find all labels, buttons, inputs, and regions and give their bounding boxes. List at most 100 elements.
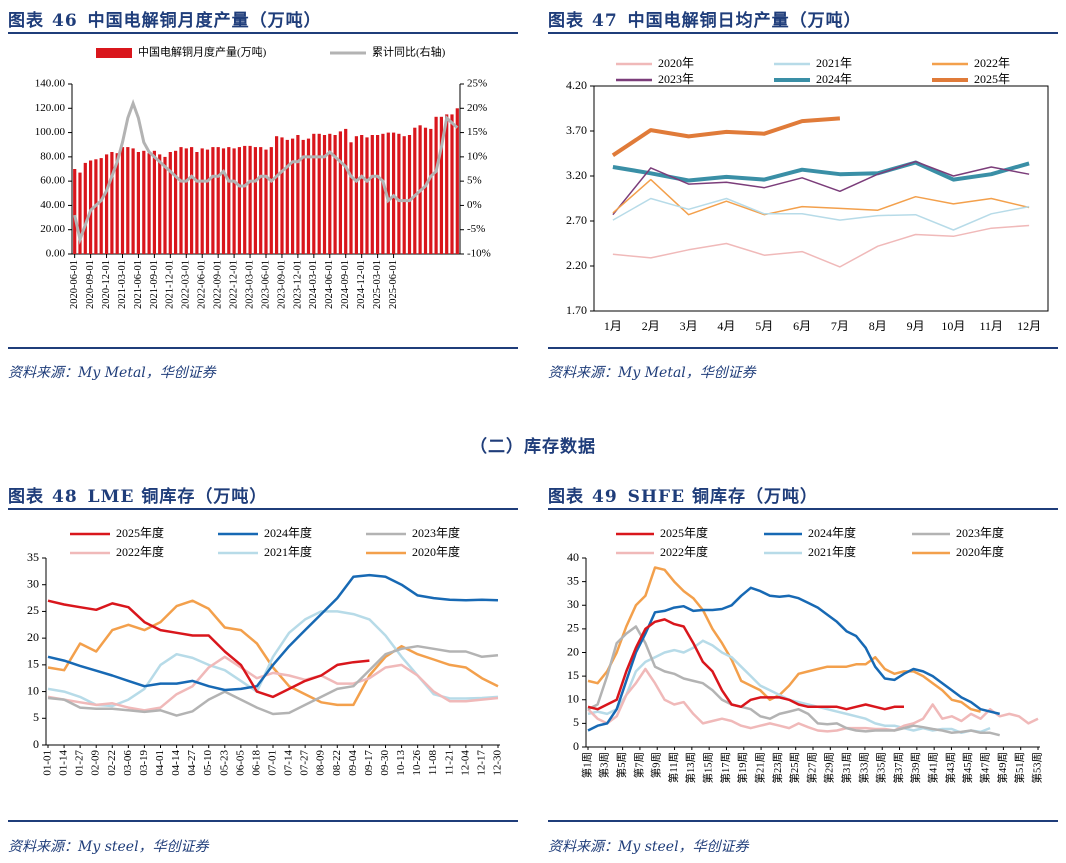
x-tick-label: 07-14	[283, 750, 295, 776]
production-bar	[312, 133, 316, 254]
x-tick-label: 第1周	[580, 752, 593, 778]
x-tick-label: 第9周	[650, 752, 663, 778]
x-tick-label: 第33周	[857, 752, 870, 784]
x-tick-label: 08-09	[315, 749, 327, 775]
x-tick-label: 06-05	[234, 750, 246, 776]
yoy-line	[73, 99, 459, 245]
x-tick-label: 第11周	[667, 752, 680, 783]
production-bar	[301, 139, 305, 254]
x-tick-label: 2020-09-01	[85, 260, 96, 309]
x-tick-label: 11-21	[443, 750, 455, 775]
production-bar	[126, 147, 130, 254]
monthly-output-chart: 中国电解铜月度产量(万吨) 累计同比(右轴) 0.00 20.00 40.00 60.00…	[35, 45, 491, 310]
production-bar	[386, 132, 390, 254]
production-bar	[179, 147, 183, 254]
production-bar	[73, 169, 77, 254]
production-bar	[264, 149, 268, 254]
y-tick-label: 15	[27, 657, 39, 671]
x-tick-label: 第45周	[961, 752, 974, 784]
y-tick-label-left: 80.00	[40, 150, 65, 162]
shfe-stock-chart: 2025年度 2024年度 2023年度 2022年度 2021年度 2020年度 0 5 10…	[567, 525, 1043, 784]
x-tick-label: 7月	[831, 319, 849, 333]
series-line-2025年度	[47, 599, 370, 699]
footer-rule	[548, 820, 1058, 822]
production-bar	[142, 150, 146, 254]
x-tick-label: 03-19	[138, 749, 150, 775]
y-tick-label: 4.20	[566, 78, 587, 92]
panel-title: 图表 48 LME 铜库存（万吨）	[8, 482, 267, 507]
y-tick-label: 0	[573, 739, 579, 753]
y-tick-label: 1.70	[566, 303, 587, 317]
legend-label: 2022年度	[116, 544, 164, 559]
legend-label: 2023年	[658, 72, 694, 86]
production-bar	[152, 150, 156, 254]
x-tick-label: 2021-12-01	[165, 260, 176, 309]
x-tick-label: 07-01	[267, 750, 279, 776]
legend-label: 2024年度	[808, 525, 856, 540]
x-tick-label: 05-23	[218, 750, 230, 776]
production-bar	[105, 154, 109, 254]
x-tick-label: 第43周	[944, 752, 957, 784]
production-bar	[322, 135, 327, 254]
production-bar	[211, 147, 215, 254]
x-tick-label: 2024-09-01	[340, 260, 351, 309]
x-tick-label: 第21周	[754, 752, 767, 784]
x-tick-label: 第41周	[927, 752, 940, 784]
figure-number: 48	[52, 487, 78, 507]
x-tick-label: 2024-06-01	[324, 260, 335, 309]
y-tick-label-left: 140.00	[35, 78, 66, 90]
legend-label: 2023年度	[956, 525, 1004, 540]
x-tick-label: 01-01	[42, 750, 54, 776]
production-bar	[216, 147, 220, 254]
x-tick-label: 2021-06-01	[133, 260, 144, 309]
figure-title: LME 铜库存（万吨）	[87, 487, 268, 507]
x-tick-label: 2021-09-01	[149, 260, 160, 309]
title-rule	[8, 32, 518, 34]
y-tick-label: 20	[567, 644, 579, 658]
production-bar	[392, 132, 396, 254]
production-bar	[280, 137, 284, 254]
y-tick-label-left: 40.00	[40, 199, 65, 211]
production-bar	[83, 162, 87, 254]
y-tick-label-right: -5%	[467, 223, 485, 235]
x-tick-label: 2023-06-01	[260, 260, 271, 309]
y-tick-label-left: 60.00	[40, 175, 65, 187]
production-bar	[110, 152, 114, 254]
production-bar	[174, 150, 178, 254]
production-bar	[439, 116, 443, 254]
production-bar	[89, 160, 93, 254]
y-tick-label-left: 120.00	[35, 102, 66, 114]
title-rule	[548, 508, 1058, 510]
production-bar	[349, 142, 353, 254]
x-tick-label: 10-26	[411, 749, 423, 775]
legend-label: 2021年度	[264, 544, 312, 559]
production-bar	[253, 147, 257, 254]
production-bar	[365, 137, 369, 254]
y-tick-label: 0	[33, 737, 39, 751]
source-note: 资料来源：My steel，华创证券	[8, 839, 209, 855]
production-bar	[136, 152, 140, 254]
production-bar	[381, 133, 385, 254]
series-line-2021年	[612, 197, 1030, 231]
x-tick-label: 第13周	[684, 752, 697, 784]
production-bar	[237, 147, 241, 254]
x-tick-label: 2023-09-01	[276, 260, 287, 309]
production-bar	[429, 128, 433, 254]
y-tick-label: 25	[567, 621, 579, 635]
x-tick-label: 第17周	[719, 752, 732, 784]
y-tick-label-left: 0.00	[46, 248, 66, 260]
y-tick-label: 25	[27, 603, 39, 617]
x-tick-label: 第53周	[1030, 752, 1043, 784]
y-tick-label: 15	[567, 668, 579, 682]
footer-rule	[548, 347, 1058, 349]
legend-label: 2025年	[974, 72, 1010, 86]
production-bar	[370, 135, 374, 254]
legend-label: 2022年度	[660, 544, 708, 559]
x-tick-label: 11月	[979, 319, 1003, 333]
production-bar	[423, 127, 428, 254]
production-bar	[200, 148, 204, 254]
x-tick-label: 第25周	[788, 752, 801, 784]
production-bar	[291, 138, 295, 254]
production-bar	[317, 133, 321, 254]
x-tick-label: 12-04	[459, 750, 471, 776]
